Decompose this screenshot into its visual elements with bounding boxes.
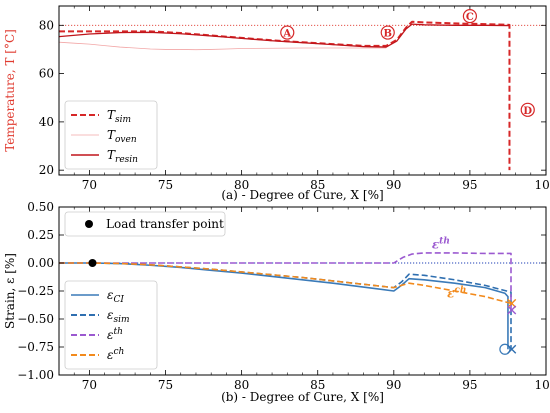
legend-entry-label: εth [107, 327, 123, 342]
end-marker-circle [499, 343, 511, 355]
legend-entry-label: εch [107, 347, 124, 362]
y-tick-label: 20 [39, 163, 54, 177]
x-tick-label: 75 [158, 378, 173, 392]
series-line-toven [59, 41, 387, 51]
legend-box [64, 280, 158, 370]
x-tick-label: 85 [310, 178, 325, 192]
annotation-label: C [466, 12, 474, 23]
y-tick-label: 0.50 [27, 200, 54, 214]
legend: Tsim Toven Tresin [64, 100, 158, 170]
annotation-label: B [383, 29, 391, 40]
x-tick-label: 90 [386, 178, 401, 192]
legend-box [64, 100, 158, 170]
end-marker-x [507, 344, 517, 354]
annotation-circle [462, 9, 478, 24]
x-tick-label: 95 [462, 178, 477, 192]
x-tick-label: 80 [234, 178, 249, 192]
annotation-circle [520, 102, 535, 117]
legend: εCI εsim εth εch [64, 280, 158, 370]
series-line-ci [59, 262, 509, 350]
y-tick-label: −0.50 [17, 312, 54, 326]
x-tick-label: 85 [310, 378, 325, 392]
series-line-tresin [59, 23, 510, 48]
legend-entry-label: Tresin [107, 148, 138, 165]
y-tick-label: 0.00 [27, 256, 54, 270]
x-tick-label: 75 [158, 178, 173, 192]
series-inline-label: εth [432, 236, 450, 251]
y-tick-label: −1.00 [17, 368, 54, 382]
y-axis-label: Strain, ε [%] [3, 253, 17, 329]
load-transfer-legend-marker [85, 220, 93, 228]
legend-entry-label: εsim [107, 308, 129, 325]
legend-entry-label: Toven [107, 128, 137, 145]
load-transfer-legend-label: Load transfer point [106, 217, 224, 231]
series-group [59, 20, 511, 171]
x-tick-label: 100 [535, 378, 550, 392]
annotation-circle [280, 25, 295, 40]
y-axis-label: Temperature, T [°C] [3, 29, 17, 152]
end-marker-x [507, 305, 517, 315]
y-tick-label: 80 [39, 18, 54, 32]
x-tick-label: 95 [462, 378, 477, 392]
load-transfer-legend-box [64, 211, 226, 237]
series-line-th [59, 252, 512, 311]
annotation-label: D [523, 106, 532, 117]
x-tick-label: 100 [535, 178, 550, 192]
x-axis-label: (b) - Degree of Cure, X [%] [221, 390, 384, 404]
legend-entry-label: Tsim [107, 108, 131, 125]
annotation-label: A [282, 29, 291, 40]
load-transfer-legend: Load transfer point [64, 211, 226, 237]
end-marker-x [507, 298, 517, 308]
y-tick-label: 60 [39, 67, 54, 81]
x-tick-label: 90 [386, 378, 401, 392]
series-line-ch [59, 262, 512, 305]
panel-b-strain-plot: 70 75 80 85 90 95 100 0.50 0.25 0.00 −0.25 −0.50 −0.… [3, 200, 550, 404]
annotation-circle [380, 25, 395, 40]
legend-entry-label: εCI [107, 288, 124, 305]
panel-a-temperature-plot: 70758085909510020406080(a) - Degree of C… [3, 5, 550, 202]
x-tick-label: 70 [82, 178, 97, 192]
series-group [59, 252, 512, 350]
load-transfer-point [88, 259, 97, 267]
x-tick-label: 70 [82, 378, 97, 392]
x-axis-label: (a) - Degree of Cure, X [%] [221, 188, 383, 202]
y-tick-label: 40 [39, 115, 54, 129]
y-tick-label: 0.25 [27, 228, 54, 242]
x-tick-label: 80 [234, 378, 249, 392]
y-tick-label: −0.75 [17, 340, 54, 354]
series-inline-label: εch [447, 286, 466, 301]
y-tick-label: −0.25 [17, 284, 54, 298]
